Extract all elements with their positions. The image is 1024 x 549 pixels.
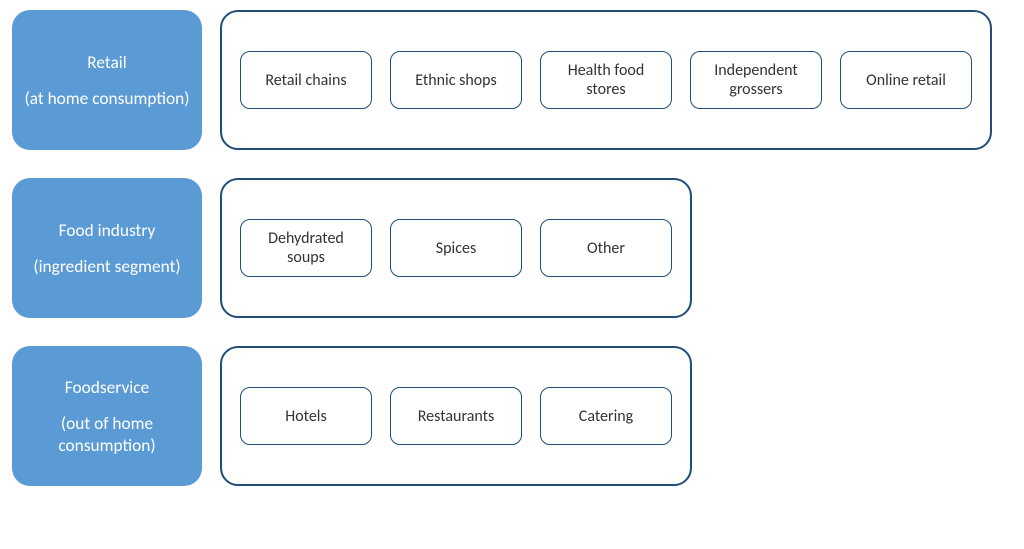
item-label: Other — [587, 239, 625, 258]
category-box: Retail (at home consumption) — [12, 10, 202, 150]
item-label: Catering — [579, 407, 633, 426]
item-label: Dehydrated soups — [249, 229, 363, 267]
item-label: Ethnic shops — [415, 71, 497, 90]
item-label: Independent grossers — [699, 61, 813, 99]
diagram-row: Foodservice (out of home consumption) Hote… — [12, 346, 1012, 486]
item-box: Retail chains — [240, 51, 372, 109]
items-container: Dehydrated soups Spices Other — [220, 178, 692, 318]
item-label: Restaurants — [418, 407, 494, 426]
item-box: Other — [540, 219, 672, 277]
category-box: Foodservice (out of home consumption) — [12, 346, 202, 486]
item-label: Spices — [436, 239, 476, 258]
category-subtitle: (out of home consumption) — [20, 412, 194, 456]
diagram-row: Retail (at home consumption) Retail chains… — [12, 10, 1012, 150]
item-box: Hotels — [240, 387, 372, 445]
category-title: Food industry — [59, 219, 156, 241]
items-container: Hotels Restaurants Catering — [220, 346, 692, 486]
diagram-row: Food industry (ingredient segment) Dehydra… — [12, 178, 1012, 318]
category-title: Retail — [87, 51, 126, 73]
item-label: Hotels — [285, 407, 326, 426]
item-label: Retail chains — [265, 71, 346, 90]
item-label: Health food stores — [549, 61, 663, 99]
category-box: Food industry (ingredient segment) — [12, 178, 202, 318]
item-box: Health food stores — [540, 51, 672, 109]
item-box: Ethnic shops — [390, 51, 522, 109]
item-box: Independent grossers — [690, 51, 822, 109]
item-box: Online retail — [840, 51, 972, 109]
items-container: Retail chains Ethnic shops Health food sto… — [220, 10, 992, 150]
item-label: Online retail — [866, 71, 946, 90]
segments-diagram: Retail (at home consumption) Retail chains… — [12, 10, 1012, 486]
item-box: Dehydrated soups — [240, 219, 372, 277]
category-subtitle: (at home consumption) — [24, 87, 189, 109]
item-box: Catering — [540, 387, 672, 445]
item-box: Spices — [390, 219, 522, 277]
category-subtitle: (ingredient segment) — [33, 255, 180, 277]
category-title: Foodservice — [65, 376, 149, 398]
item-box: Restaurants — [390, 387, 522, 445]
